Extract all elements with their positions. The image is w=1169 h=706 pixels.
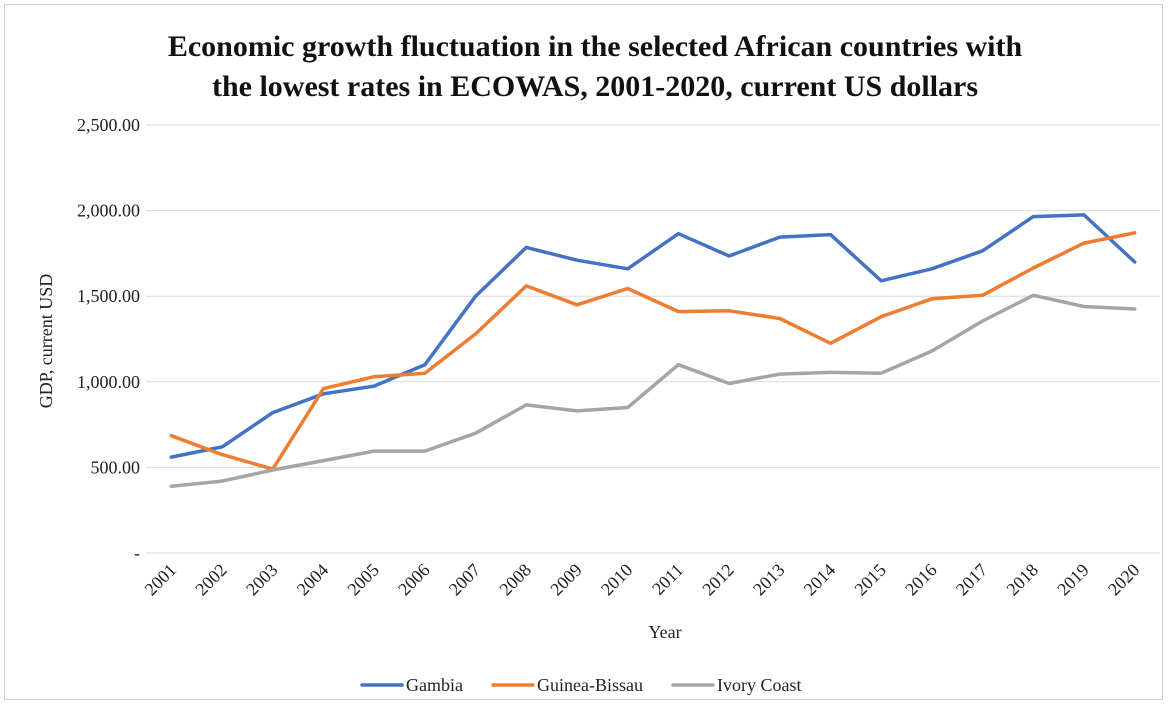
y-tick-label-1500: 1,500.00: [77, 286, 140, 306]
y-tick-label-500: 500.00: [91, 457, 141, 477]
chart-frame: [4, 4, 1163, 700]
y-tick-label-2000: 2,000.00: [77, 201, 140, 221]
legend-label-guinea-bissau: Guinea-Bissau: [537, 675, 643, 695]
y-axis-title: GDP, current USD: [36, 274, 56, 409]
x-tick-label-2016: 2016: [901, 560, 941, 600]
chart-title-line-1: Economic growth fluctuation in the selec…: [168, 30, 1023, 63]
x-tick-label-2010: 2010: [597, 560, 637, 600]
x-tick-label-2001: 2001: [141, 560, 181, 600]
x-tick-label-2017: 2017: [952, 560, 992, 600]
x-tick-label-2006: 2006: [394, 560, 434, 600]
x-tick-label-2020: 2020: [1104, 560, 1144, 600]
x-tick-label-2002: 2002: [191, 560, 231, 600]
y-tick-label-1000: 1,000.00: [77, 372, 140, 392]
chart-title-line-2: the lowest rates in ECOWAS, 2001-2020, c…: [212, 70, 978, 103]
x-tick-label-2003: 2003: [242, 560, 282, 600]
x-tick-label-2011: 2011: [648, 560, 687, 599]
y-tick-label-2500: 2,500.00: [77, 115, 140, 135]
y-axis-tick-labels: - 500.00 1,000.00 1,500.00 2,000.00 2,500.00: [77, 115, 140, 563]
x-tick-label-2005: 2005: [343, 560, 383, 600]
series-line-guinea-bissau: [169, 231, 1137, 471]
series-line-ivory-coast: [169, 293, 1137, 488]
x-tick-label-2004: 2004: [293, 560, 333, 600]
x-axis-title: Year: [648, 622, 681, 642]
x-tick-label-2008: 2008: [495, 560, 535, 600]
y-tick-label-0: -: [134, 543, 140, 563]
gridlines: [146, 124, 1160, 554]
x-tick-label-2007: 2007: [445, 560, 485, 600]
legend-label-gambia: Gambia: [406, 675, 463, 695]
x-tick-label-2015: 2015: [850, 560, 890, 600]
legend: Gambia Guinea-Bissau Ivory Coast: [360, 675, 802, 695]
x-tick-label-2013: 2013: [749, 560, 789, 600]
x-axis-tick-labels: 2001 2002 2003 2004 2005 2006 2007 2008 2009 2010…: [141, 560, 1144, 600]
x-tick-label-2009: 2009: [546, 560, 586, 600]
x-tick-label-2014: 2014: [800, 560, 840, 600]
x-tick-label-2012: 2012: [698, 560, 738, 600]
series-line-gambia: [169, 213, 1137, 459]
legend-label-ivory-coast: Ivory Coast: [717, 675, 802, 695]
series-lines: [169, 213, 1137, 488]
x-tick-label-2019: 2019: [1053, 560, 1093, 600]
x-tick-label-2018: 2018: [1002, 560, 1042, 600]
